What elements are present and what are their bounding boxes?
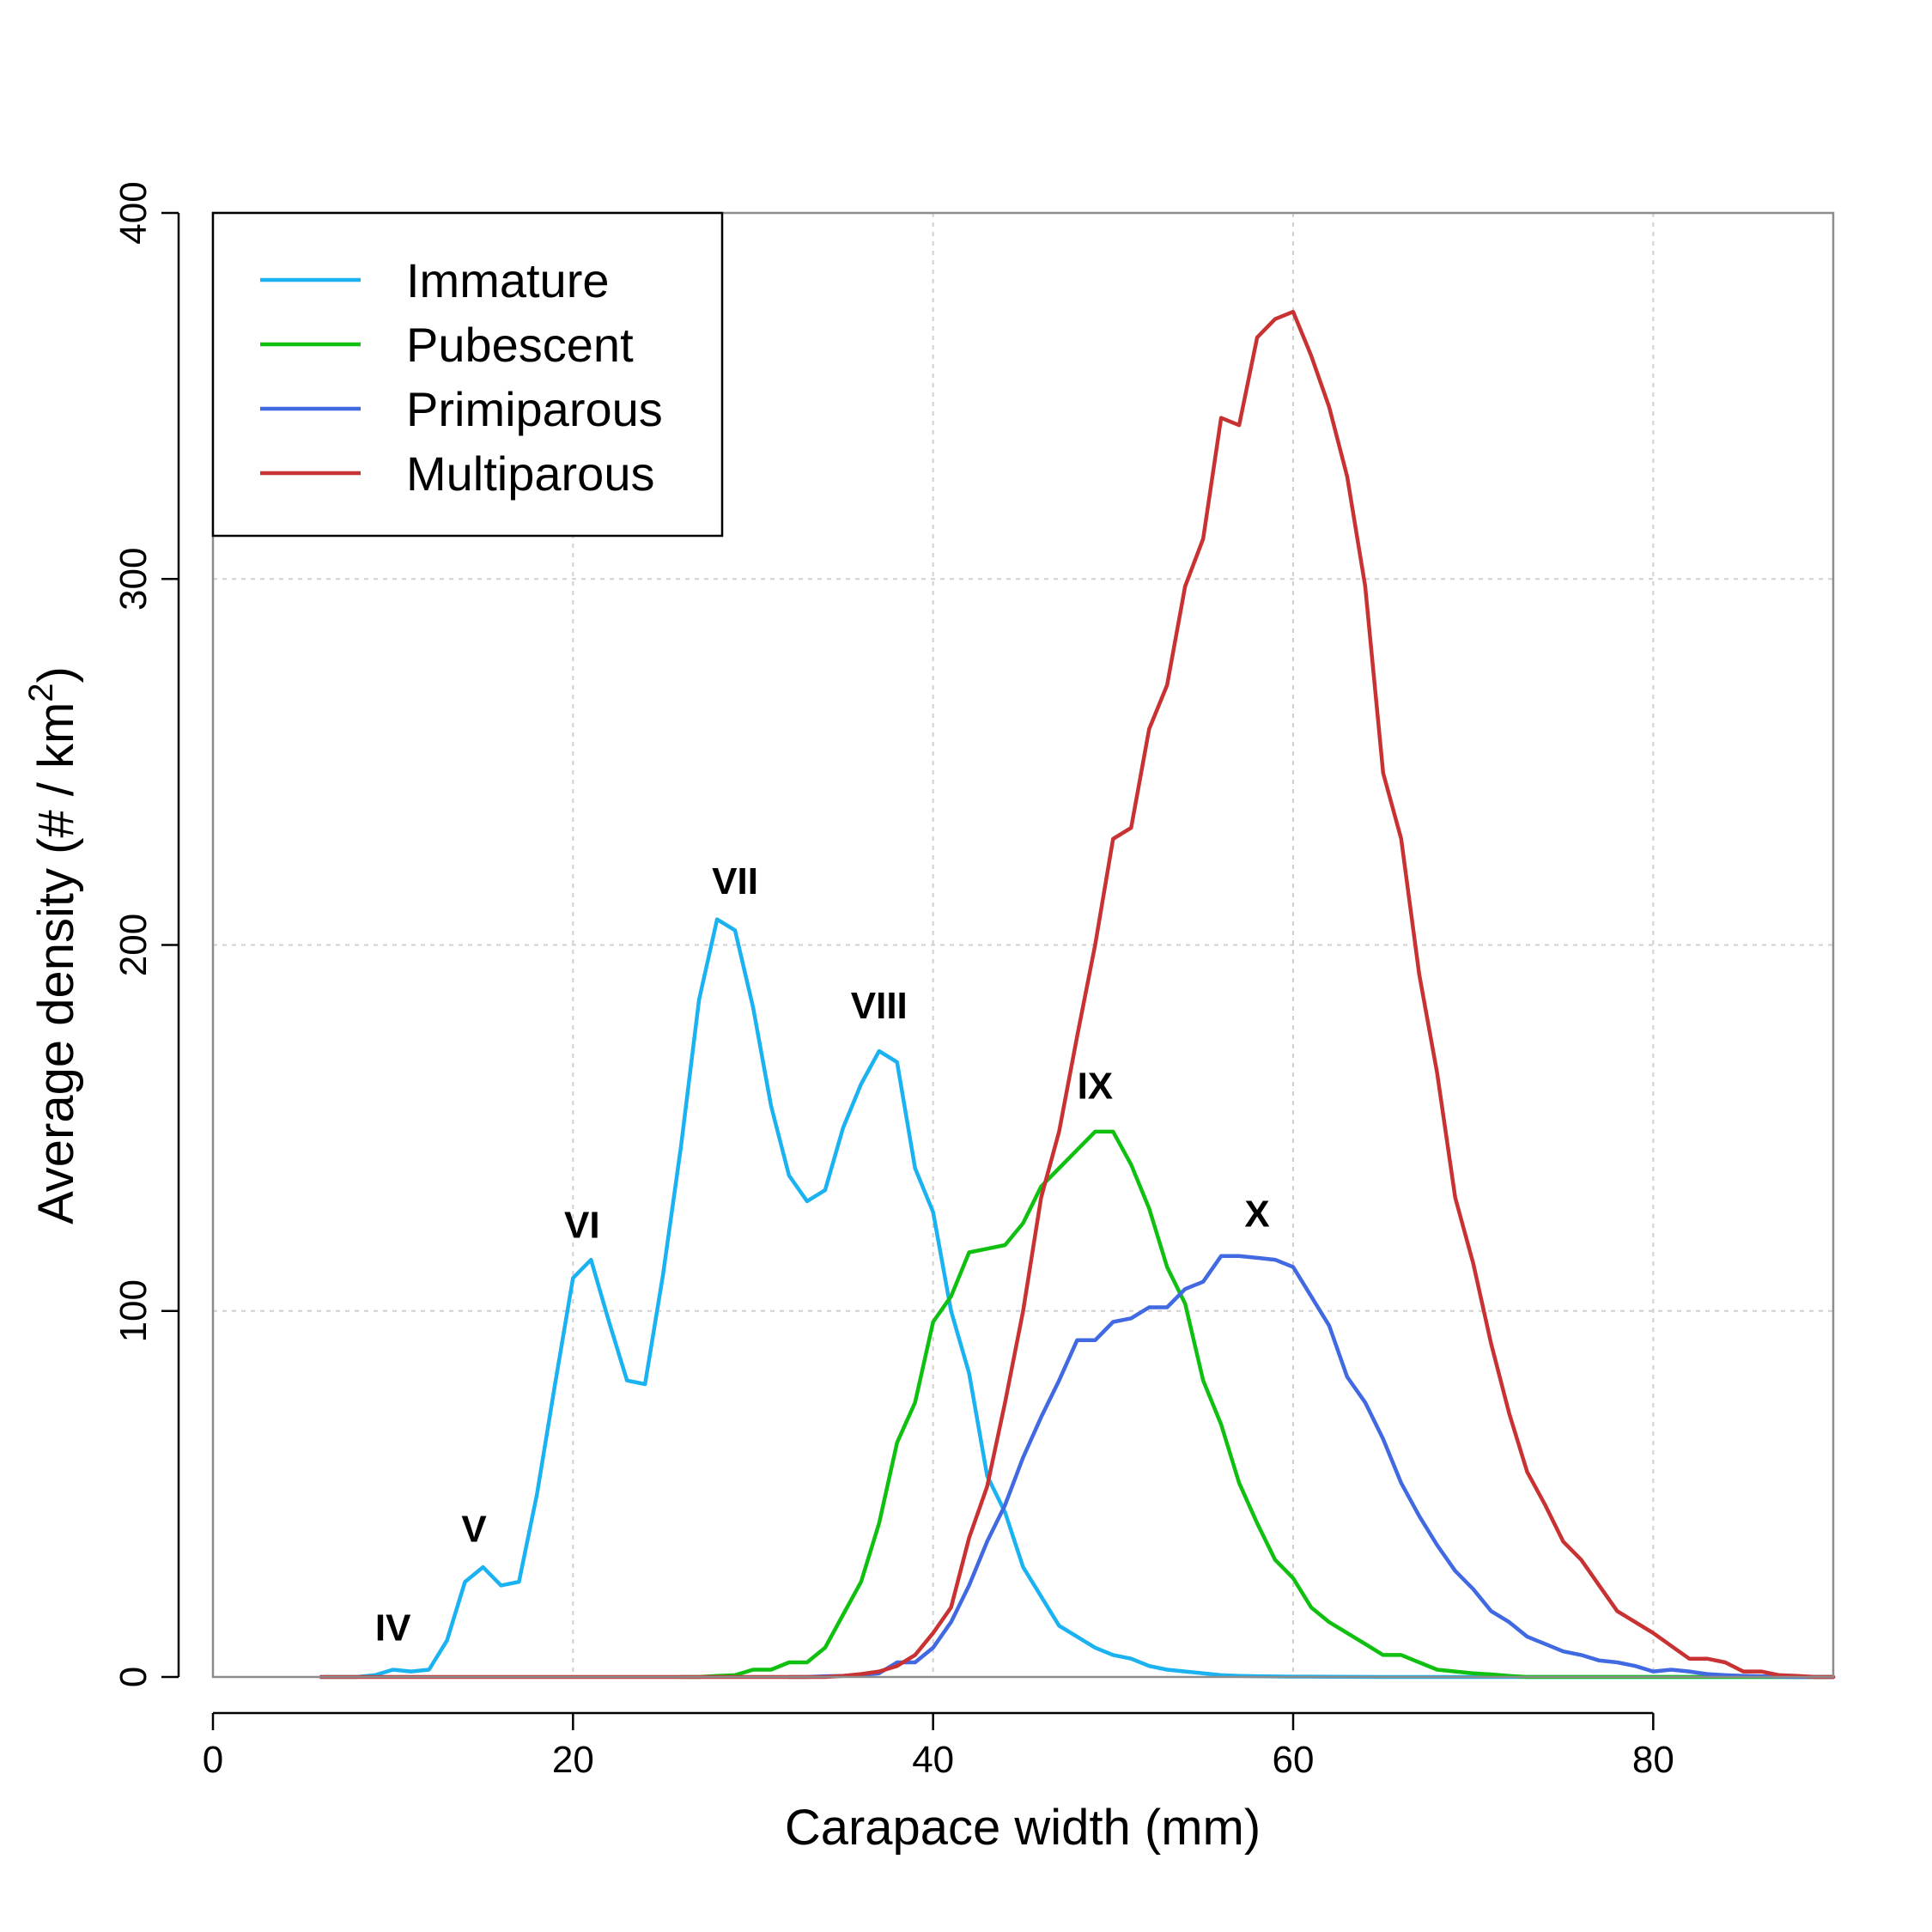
stage-annotations: IV V VI VII VIII IX X (375, 860, 1270, 1649)
grid (213, 213, 1833, 1677)
series-line-pubescent (678, 1129, 1836, 1680)
x-tick-label: 80 (1632, 1739, 1674, 1781)
y-tick-label: 100 (112, 1279, 155, 1342)
x-tick-label: 40 (912, 1739, 954, 1781)
y-tick-label: 400 (112, 181, 155, 244)
annotation-label: IV (375, 1607, 411, 1649)
legend-label: Immature (406, 253, 610, 307)
series-lines (319, 309, 1836, 1680)
y-tick-label: 300 (112, 548, 155, 611)
legend-label: Primiparous (406, 382, 663, 436)
axes: 0 20 40 60 80 0 100 200 300 400 (112, 181, 1674, 1781)
legend-label: Pubescent (406, 318, 634, 372)
annotation-label: VI (564, 1205, 600, 1247)
legend-items: Immature Pubescent Primiparous Multiparous (260, 253, 663, 501)
annotation-label: VIII (851, 985, 908, 1027)
x-tick-label: 20 (552, 1739, 594, 1781)
y-axis-title-main: Average density (# / km (28, 702, 84, 1224)
annotation-label: VII (712, 860, 758, 902)
legend-label: Multiparous (406, 447, 654, 501)
legend-box (211, 211, 724, 538)
plot-frame (211, 211, 1835, 1679)
y-axis-title: Average density (# / km2) (22, 666, 84, 1224)
annotation-label: V (461, 1508, 487, 1550)
x-axis-title: Carapace width (mm) (785, 1800, 1261, 1856)
x-tick-label: 0 (203, 1739, 223, 1781)
annotation-label: X (1244, 1194, 1269, 1236)
series-line-multiparous (319, 309, 1836, 1680)
y-tick-label: 200 (112, 914, 155, 976)
legend: Immature Pubescent Primiparous Multiparous (211, 211, 724, 538)
x-tick-label: 60 (1273, 1739, 1315, 1781)
annotation-label: IX (1078, 1066, 1114, 1108)
y-axis-title-close: ) (28, 666, 84, 683)
series-line-primiparous (787, 1254, 1836, 1680)
y-axis-title-superscript: 2 (22, 683, 60, 702)
series-line-immature (319, 917, 1836, 1680)
y-tick-label: 0 (112, 1667, 155, 1687)
